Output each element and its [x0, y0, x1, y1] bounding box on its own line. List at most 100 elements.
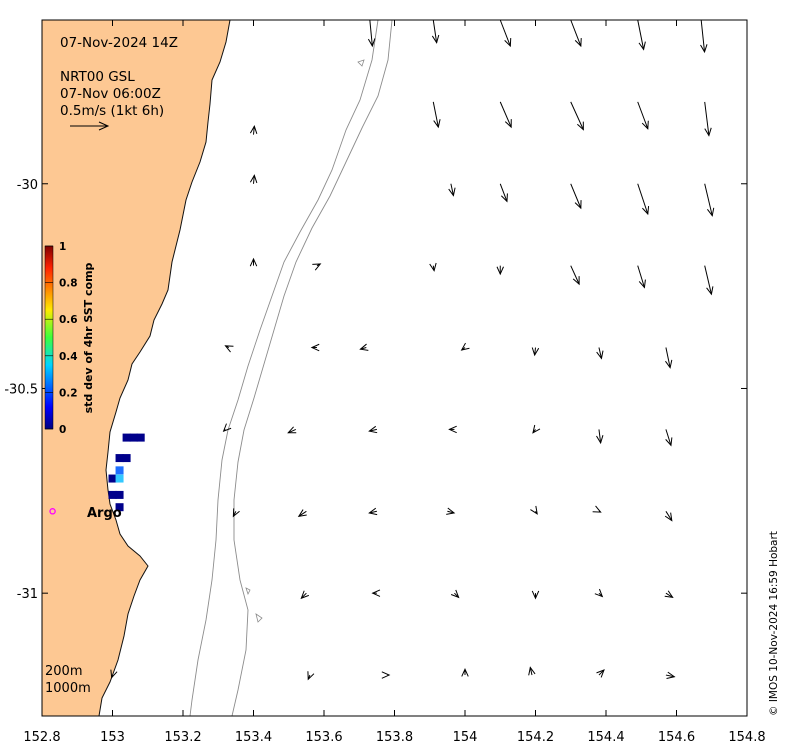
sst-cell [115, 454, 124, 463]
current-arrow [592, 505, 602, 513]
colorbar-ticks: 0 0.2 0.4 0.6 0.8 1 [45, 241, 78, 436]
current-arrow [570, 101, 584, 131]
current-arrow [224, 345, 234, 353]
current-arrow [446, 507, 456, 515]
current-arrow [499, 183, 508, 203]
sst-cell [115, 474, 124, 483]
scale-arrow [70, 121, 110, 131]
current-arrow [287, 426, 297, 434]
current-arrow [664, 511, 673, 522]
current-arrow [110, 669, 118, 679]
current-arrow [448, 425, 457, 434]
x-tick-label: 153.8 [376, 730, 413, 745]
current-arrow [700, 19, 708, 54]
current-arrow [665, 671, 676, 679]
current-arrow [381, 671, 391, 679]
current-arrow [704, 265, 714, 296]
current-arrow [664, 590, 674, 599]
axis-ticks: 152.8 153 153.2 153.4 153.6 153.8 154 154.2 154.… [4, 20, 766, 745]
current-arrow [307, 671, 315, 681]
current-arrow [704, 183, 715, 217]
current-arrow [368, 425, 378, 434]
sst-cell [108, 474, 117, 483]
current-arrow [249, 125, 258, 135]
colorbar-tick-label: 0.8 [59, 278, 78, 290]
colorbar-tick-label: 0.2 [59, 387, 78, 399]
current-arrow [637, 101, 649, 130]
x-tick-label: 153.6 [305, 730, 342, 745]
current-arrow [665, 429, 673, 447]
colorbar-title: std dev of 4hr SST comp [82, 262, 95, 413]
x-tick-label: 154.8 [728, 730, 765, 745]
argo-label: Argo [87, 506, 122, 521]
current-arrow [596, 669, 605, 678]
current-vectors [110, 19, 715, 681]
sst-cell [108, 490, 117, 499]
sst-cell [122, 454, 131, 463]
current-arrow [637, 183, 650, 216]
current-arrow [531, 347, 540, 357]
isobath-detail-1 [245, 59, 365, 623]
current-arrow [570, 19, 582, 48]
current-arrow [368, 507, 378, 516]
x-tick-label: 152.8 [23, 730, 60, 745]
coastline [98, 19, 231, 717]
isobath-label-200m: 200m [45, 664, 82, 679]
colorbar-tick-label: 0 [59, 424, 66, 436]
current-arrow [532, 424, 541, 434]
current-arrow [665, 347, 673, 369]
sst-cell [129, 433, 138, 442]
product-label: NRT00 GSL [60, 69, 135, 85]
current-arrow [431, 19, 440, 44]
current-arrow [528, 666, 536, 676]
current-arrow [300, 590, 309, 600]
sst-cell [122, 433, 131, 442]
y-tick-label: -31 [17, 587, 38, 602]
argo-marker [49, 508, 56, 515]
current-arrow [461, 667, 469, 677]
current-arrow [637, 265, 646, 289]
x-tick-label: 153.2 [164, 730, 201, 745]
isobath-label-1000m: 1000m [45, 681, 91, 696]
current-arrow [531, 590, 540, 600]
scale-label: 0.5m/s (1kt 6h) [60, 103, 164, 119]
current-arrow [530, 505, 538, 515]
current-arrow [359, 343, 369, 351]
sst-cell [115, 490, 124, 499]
sst-cell [136, 433, 145, 442]
current-arrow [460, 342, 470, 351]
current-arrow [371, 589, 381, 597]
x-tick-label: 154.2 [517, 730, 554, 745]
current-arrow [312, 263, 322, 271]
credit-label: © IMOS 10-Nov-2024 16:59 Hobart [768, 531, 780, 716]
x-tick-label: 154 [453, 730, 478, 745]
current-arrow [450, 589, 460, 599]
current-arrow [429, 262, 437, 272]
x-tick-label: 154.4 [587, 730, 624, 745]
colorbar [44, 245, 54, 430]
current-arrow [232, 508, 240, 518]
current-arrow [596, 429, 604, 445]
current-arrow [249, 174, 258, 184]
date-label: 07-Nov-2024 14Z [60, 35, 178, 51]
land-mass [42, 20, 230, 716]
current-arrow [570, 265, 580, 286]
current-arrow [704, 101, 712, 137]
current-arrow [594, 588, 604, 598]
sst-std-cells [108, 433, 145, 512]
sst-cell [115, 466, 124, 475]
y-tick-label: -30 [17, 178, 38, 193]
colorbar-tick-label: 1 [59, 241, 66, 253]
current-arrow [310, 343, 320, 352]
x-tick-label: 153.4 [235, 730, 272, 745]
x-tick-label: 153 [100, 730, 125, 745]
current-arrow [637, 19, 646, 51]
current-arrow [297, 509, 307, 518]
product-time-label: 07-Nov 06:00Z [60, 86, 161, 102]
current-arrow [499, 19, 512, 48]
current-arrow [249, 257, 258, 267]
current-arrow [496, 265, 504, 276]
current-arrow [499, 101, 512, 129]
current-arrow [596, 347, 604, 360]
